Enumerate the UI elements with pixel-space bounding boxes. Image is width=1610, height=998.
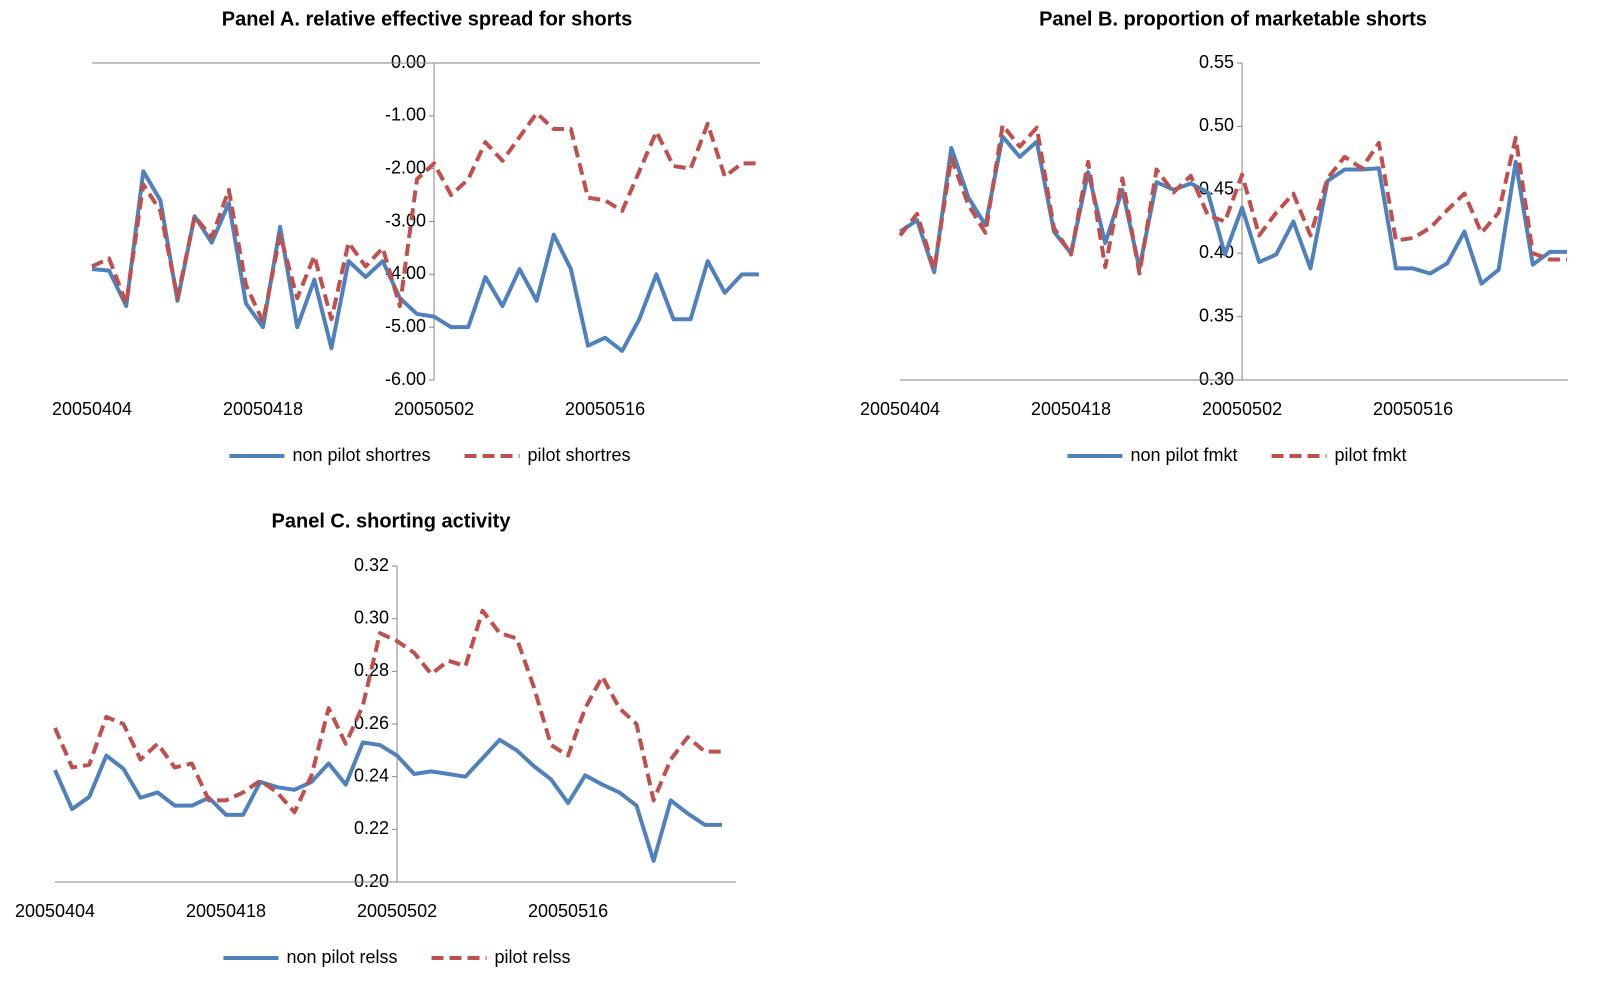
chart-title: Panel A. relative effective spread for s… bbox=[222, 8, 633, 30]
legend-label: non pilot relss bbox=[286, 947, 397, 967]
chart-title: Panel B. proportion of marketable shorts bbox=[1039, 8, 1427, 30]
y-tick-label: 0.32 bbox=[354, 555, 389, 575]
y-tick-label: 0.35 bbox=[1199, 305, 1234, 325]
data-line bbox=[91, 111, 759, 324]
y-tick-label: 0.30 bbox=[1199, 369, 1234, 389]
data-line bbox=[53, 608, 722, 815]
y-tick-label: 0.26 bbox=[354, 713, 389, 733]
x-tick-label: 20050516 bbox=[565, 399, 645, 419]
data-line bbox=[898, 134, 1567, 286]
x-tick-label: 20050502 bbox=[394, 399, 474, 419]
x-tick-label: 20050418 bbox=[223, 399, 303, 419]
data-line bbox=[898, 123, 1567, 276]
chart-title: Panel C. shorting activity bbox=[272, 510, 512, 532]
legend-label: pilot relss bbox=[495, 947, 571, 967]
x-tick-label: 20050516 bbox=[528, 901, 608, 921]
y-tick-label: 0.28 bbox=[354, 660, 389, 680]
legend-label: non pilot shortres bbox=[292, 445, 430, 465]
y-tick-label: 0.30 bbox=[354, 607, 389, 627]
y-tick-label: 0.55 bbox=[1199, 52, 1234, 72]
legend-label: pilot fmkt bbox=[1335, 445, 1407, 465]
y-tick-label: -1.00 bbox=[385, 105, 426, 125]
x-tick-label: 20050404 bbox=[15, 901, 95, 921]
x-tick-label: 20050418 bbox=[186, 901, 266, 921]
x-tick-label: 20050404 bbox=[860, 399, 940, 419]
data-line bbox=[53, 737, 722, 863]
x-tick-label: 20050418 bbox=[1031, 399, 1111, 419]
y-tick-label: 0.00 bbox=[391, 52, 426, 72]
x-tick-label: 20050516 bbox=[1373, 399, 1453, 419]
legend-label: non pilot fmkt bbox=[1130, 445, 1237, 465]
y-tick-label: 0.20 bbox=[354, 871, 389, 891]
legend-label: pilot shortres bbox=[528, 445, 631, 465]
x-tick-label: 20050404 bbox=[52, 399, 132, 419]
x-tick-label: 20050502 bbox=[357, 901, 437, 921]
y-tick-label: -5.00 bbox=[385, 316, 426, 336]
y-tick-label: -3.00 bbox=[385, 210, 426, 230]
y-tick-label: 0.22 bbox=[354, 818, 389, 838]
y-tick-label: 0.50 bbox=[1199, 115, 1234, 135]
y-tick-label: 0.40 bbox=[1199, 242, 1234, 262]
y-tick-label: 0.24 bbox=[354, 765, 389, 785]
y-tick-label: -6.00 bbox=[385, 369, 426, 389]
x-tick-label: 20050502 bbox=[1202, 399, 1282, 419]
y-tick-label: -2.00 bbox=[385, 157, 426, 177]
